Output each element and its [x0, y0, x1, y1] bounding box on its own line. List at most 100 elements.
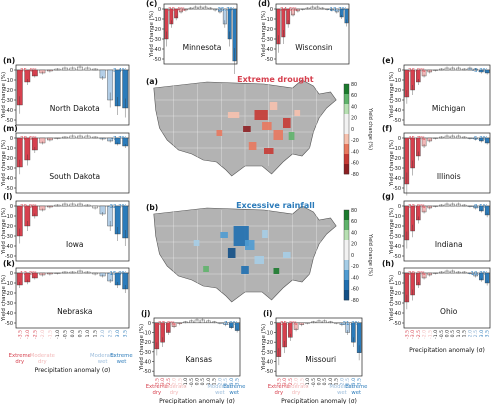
colorbar-tick: -40: [351, 149, 359, 155]
yield-patch: [216, 130, 223, 136]
colorbar-cell: [344, 104, 349, 115]
yield-patch: [254, 256, 264, 264]
y-tick-label: -10: [393, 214, 401, 220]
panel-tag: (m): [3, 124, 18, 133]
y-tick-label: -20: [393, 156, 401, 162]
y-tick-label: -30: [5, 98, 13, 104]
yield-patch: [227, 248, 236, 258]
x-tick-label: -0.5: [189, 378, 195, 387]
y-tick-label: 0: [398, 136, 401, 142]
x-tick-label: 1.0: [85, 330, 91, 337]
x-tick-label: -1.5: [427, 330, 433, 339]
x-tick-label: 3.5: [357, 378, 363, 385]
panel-tag: (l): [3, 192, 12, 201]
x-tick-label: -1.5: [177, 378, 183, 387]
yield-patch: [220, 232, 228, 238]
colorbar-tick: -80: [351, 172, 359, 178]
group-label: dry: [153, 390, 162, 396]
state-name: Illinois: [437, 172, 461, 181]
y-tick-label: -40: [5, 311, 13, 317]
y-axis-label: Yield change (%): [261, 11, 267, 58]
colorbar-tick: 60: [351, 93, 357, 99]
group-label: dry: [15, 359, 24, 365]
y-axis-label: Yield change (%): [139, 324, 145, 371]
x-tick-label: 1.0: [456, 330, 462, 337]
panel-tag: (b): [146, 203, 158, 212]
y-tick-label: 0: [10, 136, 13, 142]
colorbar-cell: [344, 154, 349, 165]
state-name: Wisconsin: [295, 43, 333, 52]
group-label: wet: [215, 390, 225, 396]
y-tick-label: 0: [398, 271, 401, 277]
colorbar-cell: [344, 220, 349, 231]
x-tick-label: -0.5: [62, 330, 68, 339]
colorbar-cell: [344, 84, 349, 95]
x-tick-label: 3.5: [485, 330, 491, 337]
x-axis-label: Precipitation anomaly (σ): [35, 367, 111, 374]
y-axis-label: Yield change (%): [389, 140, 395, 187]
x-axis-label: Precipitation anomaly (σ): [281, 398, 357, 404]
map-title: Extreme drought: [237, 75, 314, 84]
y-tick-label: -40: [393, 108, 401, 114]
colorbar-cell: [344, 250, 349, 261]
map-extreme-drought: (a) Extreme drought 80 60 40 20 0 -20 -40 -60 -80 Y…: [146, 75, 373, 178]
x-tick-label: -3.0: [25, 330, 31, 339]
x-tick-label: 0.5: [200, 378, 206, 385]
x-tick-label: 1.0: [206, 378, 212, 385]
yield-patch: [273, 130, 283, 140]
y-tick-label: -40: [5, 176, 13, 182]
y-tick-label: 0: [270, 7, 273, 13]
yield-patch: [283, 252, 291, 258]
x-axis-group: ExtremedryModeratedryModeratewetExtremew…: [146, 384, 246, 405]
colorbar-cell: [344, 290, 349, 301]
colorbar-tick: 40: [351, 104, 357, 110]
state-name: Ohio: [440, 307, 458, 316]
dry-annotation: -45.7%: [406, 136, 425, 142]
dry-annotation: -29.9%: [18, 204, 37, 210]
y-tick-label: -40: [143, 360, 151, 366]
panel-tag: (i): [263, 309, 272, 318]
x-tick-label: 2.0: [217, 378, 223, 385]
panel-tag: (e): [382, 56, 394, 65]
group-label: dry: [275, 390, 284, 396]
y-tick-label: 0: [10, 68, 13, 74]
yield-patch: [203, 266, 209, 272]
x-tick-label: 1.0: [328, 378, 334, 385]
y-tick-label: -50: [265, 57, 273, 63]
yield-patch: [262, 230, 268, 238]
x-tick-label: 1.5: [212, 378, 218, 385]
group-label: Extreme: [268, 384, 290, 390]
group-label: Extreme: [345, 384, 367, 390]
x-tick-label: 0.5: [322, 378, 328, 385]
y-tick-label: -20: [393, 291, 401, 297]
group-label: wet: [229, 390, 239, 396]
colorbar-tick: -20: [351, 138, 359, 144]
x-tick-label: -2.5: [166, 378, 172, 387]
y-axis-label: Yield change (%): [389, 275, 395, 322]
x-tick-label: 0.0: [70, 330, 76, 337]
yield-patch: [283, 118, 291, 128]
y-tick-label: 0: [10, 271, 13, 277]
y-tick-label: -50: [393, 321, 401, 327]
x-tick-label: 0.5: [78, 330, 84, 337]
state-name: South Dakota: [49, 172, 100, 181]
colorbar-cell: [344, 124, 349, 135]
panel-tag: (n): [3, 56, 15, 65]
group-label: Extreme: [146, 384, 168, 390]
colorbar-tick: -20: [351, 264, 359, 270]
dry-annotation: -12.2%: [18, 271, 37, 277]
wet-annotation: -7.7%: [111, 136, 127, 142]
colorbar-cell: [344, 270, 349, 281]
x-tick-label: -3.5: [17, 330, 23, 339]
x-tick-label: 2.5: [345, 378, 351, 385]
y-tick-label: -30: [5, 301, 13, 307]
colorbar-frame: [343, 83, 350, 175]
dry-annotation: -27.3%: [156, 321, 175, 327]
group-label: Moderate: [30, 353, 55, 359]
y-tick-label: -40: [393, 176, 401, 182]
